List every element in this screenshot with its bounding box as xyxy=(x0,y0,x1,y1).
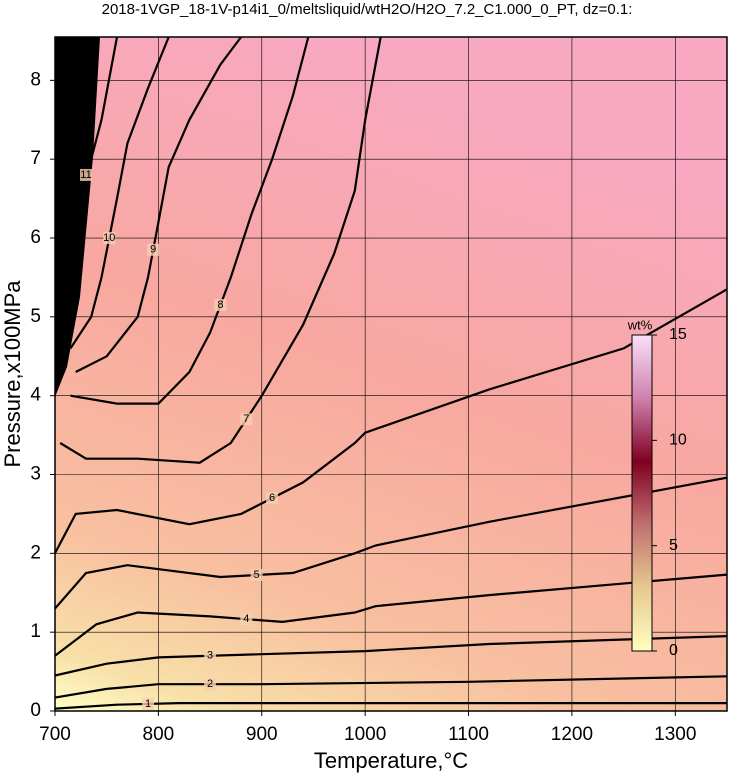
contour-label: 10 xyxy=(103,232,115,244)
y-tick-label: 3 xyxy=(30,464,41,485)
contour-label: 4 xyxy=(243,613,249,625)
contour-label-bg xyxy=(204,678,217,691)
x-tick-label: 1000 xyxy=(344,724,386,745)
contour-line xyxy=(54,476,728,610)
colorbar xyxy=(631,334,653,652)
contour-label-bg xyxy=(214,299,227,312)
y-tick-label: 8 xyxy=(30,69,41,90)
contour-line xyxy=(75,36,242,373)
colorbar-tick-label: 10 xyxy=(669,432,687,449)
x-tick-label: 900 xyxy=(246,724,278,745)
contour-label: 1 xyxy=(145,698,151,710)
chart-title: 2018-1VGP_18-1V-p14i1_0/meltsliquid/wtH2… xyxy=(102,1,633,18)
contour-label: 6 xyxy=(269,492,275,504)
contour-label: 8 xyxy=(217,299,223,311)
colorbar-label: wt% xyxy=(627,317,653,332)
x-tick-label: 1100 xyxy=(448,724,489,745)
x-tick-label: 1300 xyxy=(654,724,696,745)
contour-line xyxy=(64,36,119,239)
contour-label: 7 xyxy=(243,413,249,425)
contour-label-bg xyxy=(103,232,116,245)
x-tick-label: 1200 xyxy=(551,724,593,745)
x-tick-label: 800 xyxy=(143,724,175,745)
contour-label-bg xyxy=(147,243,160,256)
contour-line xyxy=(59,36,382,464)
contour-label-bg xyxy=(240,413,253,426)
x-tick-label: 700 xyxy=(39,724,71,745)
contour-label-bg xyxy=(240,613,253,626)
colorbar-tick-label: 15 xyxy=(669,326,687,343)
contour-label-bg xyxy=(250,569,263,582)
contour-label: 9 xyxy=(150,244,156,256)
colorbar-tick-label: 5 xyxy=(669,537,678,554)
y-axis-label: Pressure,x100MPa xyxy=(0,280,25,468)
y-tick-label: 1 xyxy=(30,621,41,642)
y-tick-label: 2 xyxy=(30,542,41,563)
contour-label: 3 xyxy=(207,650,213,662)
plot-frame xyxy=(54,36,728,712)
contour-line xyxy=(54,635,728,677)
y-tick-label: 6 xyxy=(30,227,41,248)
field xyxy=(55,37,727,711)
y-tick-label: 7 xyxy=(30,148,41,169)
contour-label-bg xyxy=(142,697,155,710)
contour-label: 2 xyxy=(207,678,213,690)
unstable-region xyxy=(55,37,100,397)
contour-label-bg xyxy=(80,168,93,181)
contour-label: 5 xyxy=(254,569,260,581)
contour-label-bg xyxy=(266,492,279,505)
y-tick-label: 4 xyxy=(30,385,41,406)
contour-label: 11 xyxy=(80,169,91,181)
x-axis-label: Temperature,°C xyxy=(314,748,468,773)
y-tick-label: 0 xyxy=(30,700,41,721)
contour-label-bg xyxy=(204,649,217,662)
colorbar-tick-label: 0 xyxy=(669,642,678,659)
y-tick-label: 5 xyxy=(30,306,41,327)
contour-line xyxy=(54,573,728,657)
contour-line xyxy=(54,288,728,554)
contour-line xyxy=(69,36,170,350)
